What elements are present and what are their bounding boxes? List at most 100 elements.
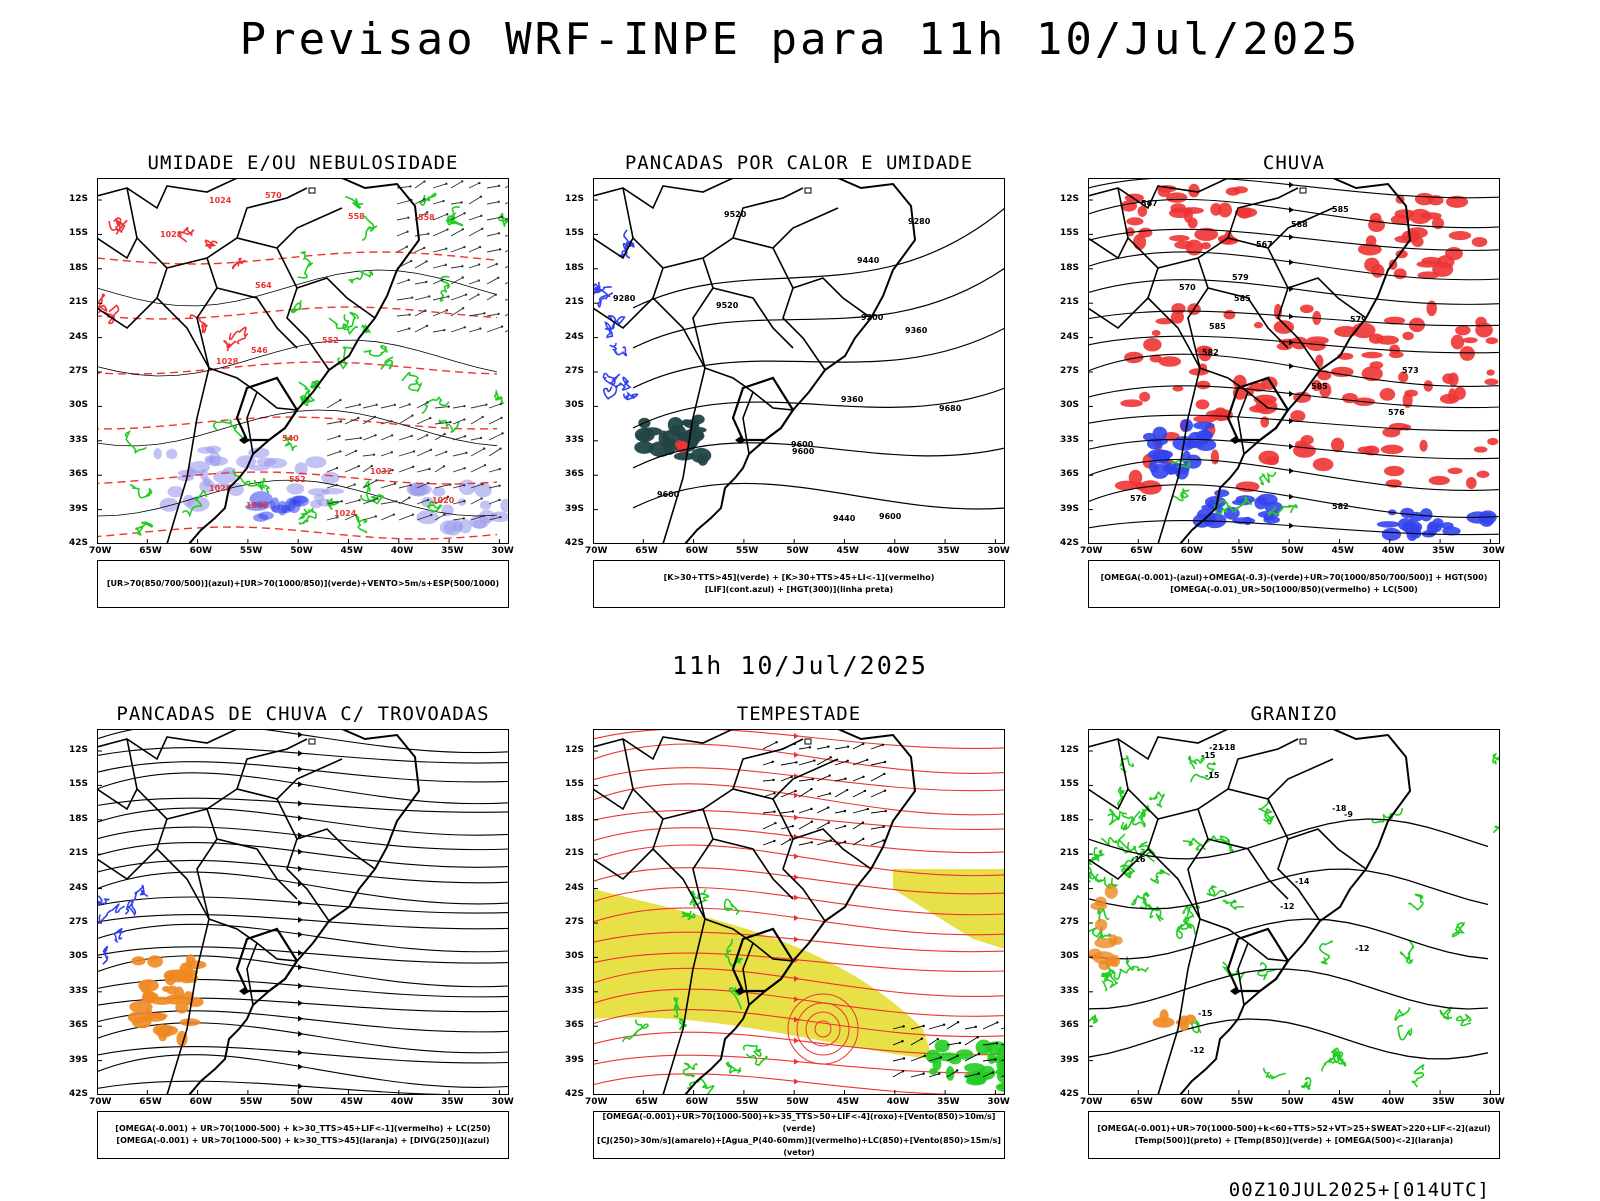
lat-tick-label: 39S	[1060, 1054, 1080, 1065]
lon-tick-label: 40W	[390, 546, 414, 556]
lat-tick-label: 33S	[69, 434, 89, 445]
lon-tick-label: 70W	[1080, 1097, 1103, 1107]
lat-tick-label: 12S	[565, 745, 585, 755]
lat-tick-label: 36S	[565, 469, 585, 480]
panel-title-granizo: GRANIZO	[1250, 703, 1338, 725]
contour-label: 564	[255, 281, 272, 290]
contour-label: 9440	[833, 514, 856, 523]
contour-label: 558	[348, 212, 365, 221]
contour-label: -12	[1355, 944, 1369, 953]
contour-label: 585	[1332, 205, 1349, 214]
lon-tick-label: 45W	[1331, 1097, 1354, 1107]
contour-label: 1028	[209, 484, 232, 493]
lon-tick-label: 60W	[1180, 546, 1204, 556]
main-title: Previsao WRF-INPE para 11h 10/Jul/2025	[239, 14, 1361, 65]
lat-tick-label: 27S	[69, 366, 89, 376]
lat-tick-label: 15S	[565, 228, 585, 239]
legend-line: [OMEGA(-0.001)+UR>70(1000-500)+k<60+TTS>…	[1097, 1124, 1491, 1133]
lon-tick-label: 30W	[1482, 546, 1505, 556]
lon-tick-label: 45W	[1331, 546, 1354, 556]
lat-tick-label: 24S	[1060, 882, 1080, 893]
contour-label: 552	[322, 336, 339, 345]
lon-tick-label: 50W	[786, 1097, 809, 1107]
lat-tick-label: 18S	[565, 262, 585, 273]
contour-label: 9440	[857, 256, 880, 265]
contour-label: 582	[1202, 348, 1219, 357]
legend-line: [OMEGA(-0.001) + UR>70(1000-500) + k>30_…	[116, 1136, 490, 1145]
lon-tick-label: 40W	[390, 1097, 414, 1107]
lat-tick-label: 42S	[565, 538, 585, 548]
contour-label: 582	[1332, 502, 1349, 511]
lon-tick-label: 65W	[1130, 546, 1153, 556]
lon-tick-label: 70W	[89, 546, 112, 556]
contour-label: 576	[1388, 408, 1405, 417]
lat-tick-label: 24S	[69, 331, 89, 342]
contour-label: -15	[1205, 771, 1220, 780]
lon-tick-label: 35W	[441, 1097, 464, 1107]
contour-label: 552	[289, 475, 306, 484]
map-panel-granizo: -12 -9 -12 -15 -15 -18 -21 -15 -12 -18 -16 -14 12S 15…	[1060, 728, 1512, 1107]
lat-tick-label: 12S	[565, 194, 585, 204]
lat-tick-label: 33S	[565, 434, 585, 445]
lat-tick-label: 42S	[1060, 538, 1080, 548]
lat-tick-label: 27S	[565, 366, 585, 376]
lon-tick-label: 70W	[89, 1097, 112, 1107]
legend-line: [Temp(500)](preto) + [Temp(850)](verde) …	[1134, 1136, 1454, 1145]
contour-label: 585	[1209, 322, 1226, 331]
contour-label: -18	[1221, 743, 1236, 752]
lat-tick-label: 42S	[1060, 1089, 1080, 1099]
lon-tick-label: 50W	[1281, 546, 1304, 556]
lat-tick-label: 12S	[69, 194, 89, 204]
lat-tick-label: 21S	[565, 297, 585, 308]
lon-tick-label: 35W	[441, 546, 464, 556]
lat-tick-label: 12S	[69, 745, 89, 755]
legend-box-granizo: [OMEGA(-0.001)+UR>70(1000-500)+k<60+TTS>…	[1088, 1111, 1500, 1159]
lat-tick-label: 30S	[69, 951, 89, 962]
lat-tick-label: 30S	[565, 951, 585, 962]
lon-tick-label: 30W	[987, 1097, 1010, 1107]
lat-tick-label: 36S	[1060, 1020, 1080, 1031]
contour-label: 540	[282, 434, 299, 443]
map-svg-umidade: 1020 1024 1028 1032 1024 1028 1028 1020 570 564 55…	[95, 177, 522, 545]
legend-line: [OMEGA(-0.001)-(azul)+OMEGA(-0.3)-(verde…	[1100, 573, 1488, 582]
lat-tick-label: 39S	[565, 503, 585, 514]
contour-label: 9280	[908, 217, 931, 226]
forecast-run-label: 00Z10JUL2025+[014UTC]	[1228, 1179, 1490, 1201]
lat-tick-label: 27S	[1060, 917, 1080, 927]
legend-box-chuva: [OMEGA(-0.001)-(azul)+OMEGA(-0.3)-(verde…	[1088, 560, 1500, 608]
legend-box-pancadas-calor: [K>30+TTS>45](verde) + [K>30+TTS>45+LI<-…	[593, 560, 1005, 608]
lat-tick-label: 27S	[565, 917, 585, 927]
lon-tick-label: 40W	[886, 1097, 910, 1107]
map-panel-pancadas-trovoadas: 12S 15S 18S 21S 24S 27S 30S 33S 36S 39S 42S 70W 65W 6…	[69, 723, 514, 1107]
contour-label: 9360	[905, 326, 928, 335]
contour-label: 579	[1232, 273, 1249, 282]
lon-tick-label: 30W	[1482, 1097, 1505, 1107]
contour-label: 570	[1179, 283, 1196, 292]
lat-tick-label: 36S	[565, 1020, 585, 1031]
lat-tick-label: 30S	[1060, 400, 1080, 411]
contour-label: 9600	[791, 440, 814, 449]
lon-tick-label: 35W	[1432, 1097, 1455, 1107]
lat-tick-label: 21S	[565, 848, 585, 859]
lat-tick-label: 12S	[1060, 745, 1080, 755]
lon-tick-label: 60W	[685, 546, 709, 556]
lat-tick-label: 18S	[1060, 262, 1080, 273]
contour-label: -15	[1198, 1009, 1213, 1018]
map-svg-pancadas-trovoadas	[95, 723, 510, 1096]
contour-label: 576	[1130, 494, 1147, 503]
panel-title-pancadas-trovoadas: PANCADAS DE CHUVA C/ TROVOADAS	[116, 703, 490, 725]
panel-title-umidade: UMIDADE E/OU NEBULOSIDADE	[147, 152, 459, 174]
lon-tick-label: 65W	[635, 1097, 658, 1107]
contour-label: 9680	[939, 404, 962, 413]
contour-label: 1020	[432, 496, 455, 505]
contour-label: 1032	[370, 467, 392, 476]
lon-tick-label: 60W	[1180, 1097, 1204, 1107]
lat-tick-label: 39S	[1060, 503, 1080, 514]
legend-box-tempestade: [OMEGA(-0.001)+UR>70(1000-500)+k>35_TTS>…	[593, 1111, 1005, 1159]
lat-tick-label: 39S	[69, 1054, 89, 1065]
contour-label: 546	[251, 346, 268, 355]
lat-tick-label: 33S	[1060, 985, 1080, 996]
lon-tick-label: 60W	[189, 1097, 213, 1107]
lat-tick-label: 15S	[1060, 779, 1080, 790]
map-panel-tempestade: 12S 15S 18S 21S 24S 27S 30S 33S 36S 39S 42S 70W 65W 6…	[565, 728, 1023, 1107]
